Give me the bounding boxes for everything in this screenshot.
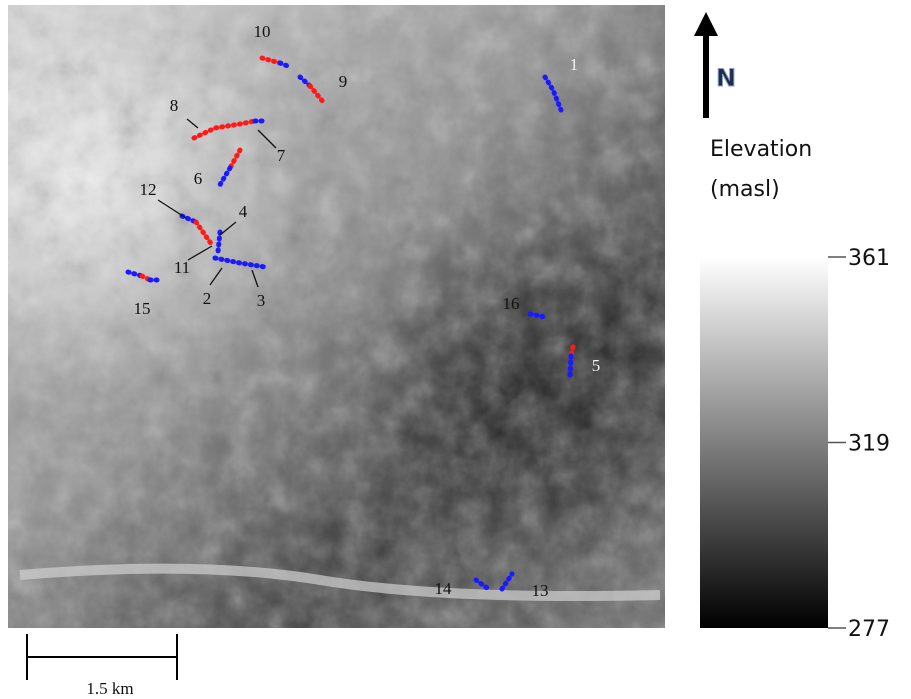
elevation-map bbox=[8, 5, 665, 628]
legend-tick-label: 361 bbox=[848, 246, 890, 271]
legend: Elevation (masl) 361 319 277 bbox=[700, 137, 890, 642]
legend-ramp bbox=[700, 257, 828, 628]
transect-label: 1 bbox=[570, 55, 579, 74]
transect-label: 7 bbox=[277, 146, 286, 165]
scale-bar-label: 1.5 km bbox=[86, 679, 133, 698]
transect-label: 12 bbox=[140, 180, 157, 199]
transect-label: 2 bbox=[203, 289, 212, 308]
transect-label: 4 bbox=[239, 202, 248, 221]
transect-label: 13 bbox=[532, 581, 549, 600]
transect-label: 15 bbox=[134, 299, 151, 318]
transect-label: 3 bbox=[257, 291, 266, 310]
legend-tick-label: 277 bbox=[848, 617, 890, 642]
north-label: N bbox=[716, 64, 736, 92]
transect-label: 5 bbox=[592, 356, 601, 375]
transect-label: 10 bbox=[254, 22, 271, 41]
transect-label: 14 bbox=[435, 579, 453, 598]
transect-label: 11 bbox=[174, 258, 190, 277]
transect-label: 6 bbox=[194, 169, 203, 188]
transect-label: 9 bbox=[339, 72, 348, 91]
transect-label: 16 bbox=[503, 294, 520, 313]
legend-tick-label: 319 bbox=[848, 432, 890, 457]
legend-title: (masl) bbox=[710, 177, 780, 202]
transect-label: 8 bbox=[170, 96, 179, 115]
north-arrow: N bbox=[694, 12, 736, 118]
scale-bar: 1.5 km bbox=[27, 634, 177, 698]
map-page: 1 2 3 4 5 6 7 8 9 10 11 12 13 14 15 16 N… bbox=[0, 0, 911, 699]
legend-title: Elevation bbox=[710, 137, 812, 162]
